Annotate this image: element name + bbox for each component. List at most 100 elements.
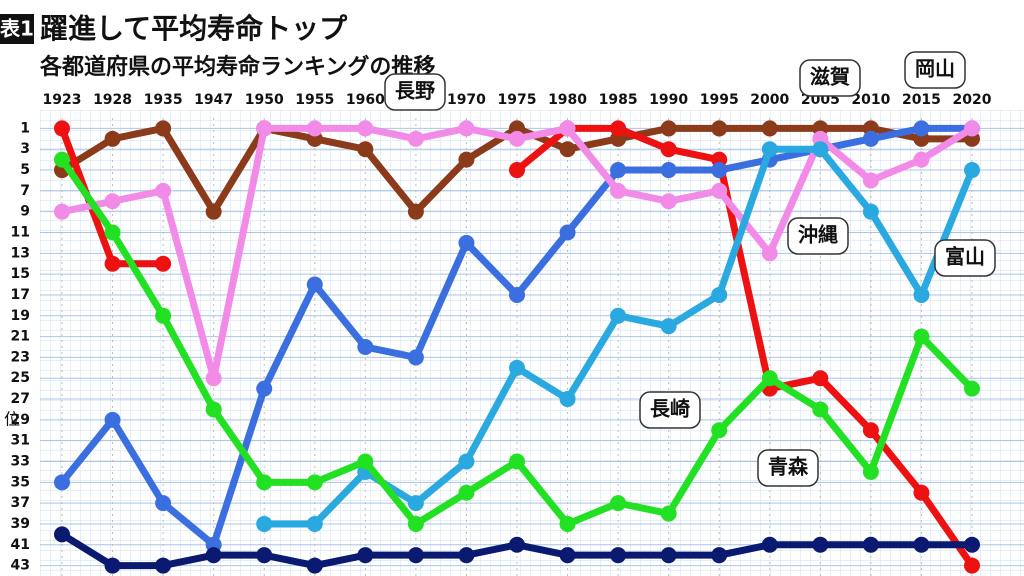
series-label: 青森 (768, 455, 809, 479)
data-point (610, 547, 627, 564)
x-tick-label: 1960 (346, 92, 385, 108)
data-point (458, 484, 475, 501)
x-tick-label: 2010 (851, 92, 890, 108)
data-point (913, 120, 930, 137)
series-label-box (787, 217, 849, 255)
data-point (509, 162, 525, 179)
x-tick-label: 1955 (295, 92, 334, 108)
x-tick-label: 1923 (43, 92, 82, 108)
series-label-box (904, 51, 966, 89)
data-point (761, 370, 778, 387)
data-point (407, 203, 424, 220)
y-tick-label: 31 (11, 433, 30, 449)
data-point (155, 120, 172, 137)
series-label: 滋賀 (810, 65, 850, 89)
data-point (509, 359, 525, 376)
data-point (610, 162, 627, 179)
x-tick-label: 1995 (700, 92, 739, 108)
data-point (407, 547, 424, 564)
data-point (407, 515, 424, 532)
data-point (306, 276, 323, 293)
data-point (761, 120, 778, 137)
x-tick-label: 1950 (245, 92, 284, 108)
data-point (155, 495, 172, 512)
data-point (104, 130, 121, 147)
data-point (458, 120, 475, 137)
data-point (610, 182, 627, 199)
data-point (205, 547, 222, 564)
x-tick-label: 1947 (194, 92, 233, 108)
y-tick-label: 23 (11, 349, 30, 365)
data-point (812, 536, 829, 553)
data-point (812, 141, 829, 158)
series-label-box (757, 449, 819, 487)
data-point (306, 120, 323, 137)
data-point (862, 172, 879, 189)
data-point (862, 203, 879, 220)
series-label: 長崎 (650, 397, 690, 421)
x-tick-label: 1980 (548, 92, 587, 108)
figure-label: 表1 (0, 17, 34, 41)
data-point (509, 130, 525, 147)
x-tick-label: 1970 (447, 92, 486, 108)
data-point (711, 120, 728, 137)
data-point (862, 536, 879, 553)
data-point (812, 370, 829, 387)
data-point (458, 151, 475, 168)
data-point (155, 255, 172, 272)
data-point (610, 120, 627, 137)
data-point (559, 547, 576, 564)
chart-title: 躍進して平均寿命トップ (40, 12, 348, 45)
series-label: 岡山 (915, 57, 955, 81)
data-point (357, 339, 374, 355)
data-point (761, 245, 778, 262)
data-point (913, 484, 930, 501)
data-point (205, 401, 222, 418)
data-point (509, 286, 525, 303)
series-label-box (384, 73, 446, 111)
y-tick-label: 13 (11, 245, 30, 261)
data-point (306, 474, 323, 491)
data-point (104, 557, 121, 574)
data-point (660, 547, 677, 564)
data-point (559, 515, 576, 532)
data-point (205, 370, 222, 387)
data-point (862, 130, 879, 147)
y-tick-label: 41 (11, 537, 30, 553)
data-point (913, 536, 930, 553)
series-line (514, 124, 975, 568)
data-point (155, 557, 172, 574)
data-point (964, 120, 980, 137)
data-point (559, 120, 576, 137)
data-point (357, 120, 374, 137)
figure-label-box (0, 14, 34, 44)
series-label: 長野 (395, 79, 435, 103)
data-point (610, 307, 627, 324)
y-tick-label: 11 (11, 225, 30, 241)
data-point (256, 515, 273, 532)
data-point (660, 505, 677, 522)
y-tick-label: 9 (20, 204, 30, 220)
data-point (458, 234, 475, 251)
data-point (256, 120, 273, 137)
data-point (256, 474, 273, 491)
data-point (711, 286, 728, 303)
data-point (256, 547, 273, 564)
data-point (964, 557, 980, 574)
y-tick-label: 19 (11, 308, 30, 324)
y-tick-label: 25 (11, 370, 30, 386)
series-label-box (934, 239, 996, 277)
data-point (761, 536, 778, 553)
data-point (509, 453, 525, 470)
data-point (812, 401, 829, 418)
data-point (964, 536, 980, 553)
data-point (54, 120, 70, 137)
data-point (104, 411, 121, 428)
y-tick-label: 39 (11, 516, 30, 532)
data-point (155, 307, 172, 324)
data-point (54, 474, 70, 491)
data-point (104, 255, 121, 272)
y-tick-label: 43 (11, 558, 30, 574)
data-point (711, 547, 728, 564)
data-point (357, 547, 374, 564)
